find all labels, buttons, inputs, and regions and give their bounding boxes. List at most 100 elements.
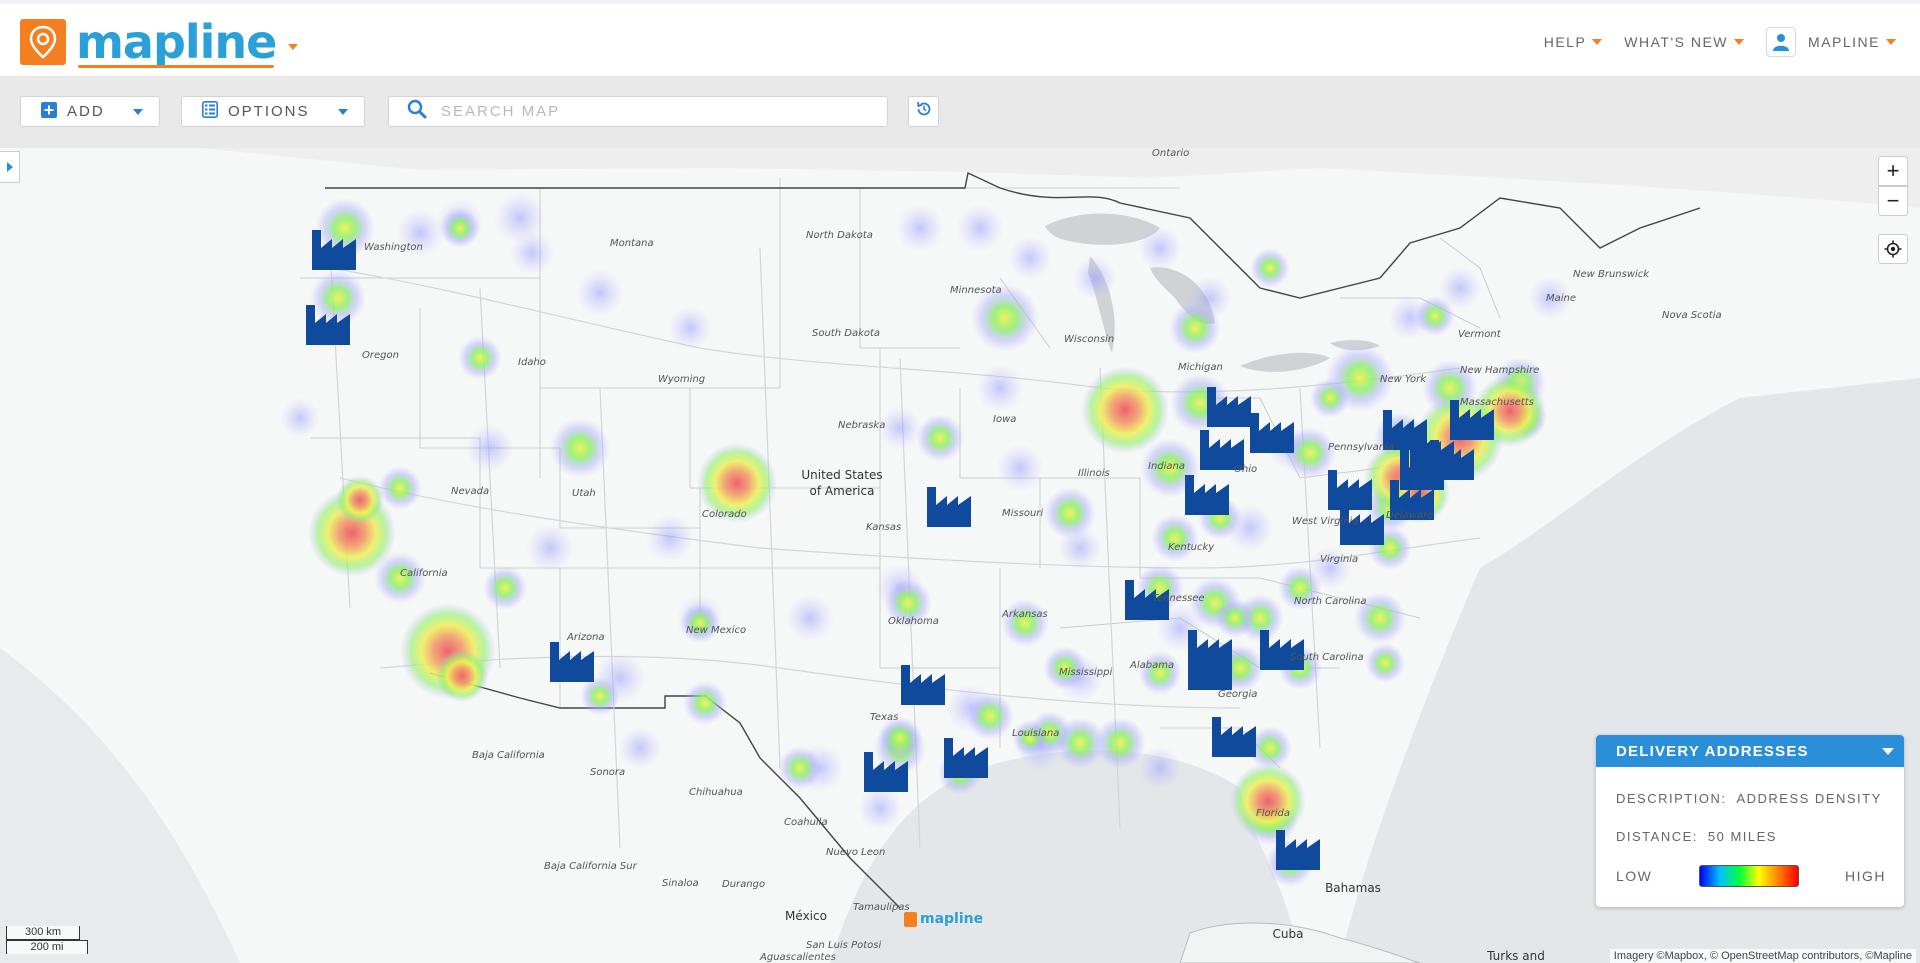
sidebar-toggle-button[interactable] [0, 151, 20, 183]
label-colorado: Colorado [702, 509, 747, 520]
add-button[interactable]: ADD [20, 96, 160, 127]
legend-description-label: DESCRIPTION: [1616, 791, 1727, 806]
label-tennessee: Tennessee [1152, 593, 1205, 604]
label-south-carolina: South Carolina [1290, 652, 1364, 663]
legend-description-row: DESCRIPTION: ADDRESS DENSITY [1616, 791, 1882, 806]
chevron-down-icon[interactable] [1882, 747, 1894, 755]
label-nuevo-leon: Nuevo Leon [826, 847, 885, 858]
legend-header[interactable]: DELIVERY ADDRESSES [1596, 735, 1904, 767]
zoom-in-button[interactable]: + [1878, 156, 1908, 186]
whats-new-label: WHAT'S NEW [1624, 34, 1729, 50]
label-baja-california-sur: Baja California Sur [544, 861, 638, 872]
label-montana: Montana [610, 238, 654, 249]
user-icon [1766, 27, 1797, 57]
label-texas: Texas [870, 712, 898, 723]
search-map-input[interactable] [441, 103, 861, 120]
label-baja-california: Baja California [472, 750, 545, 761]
legend-distance-label: DISTANCE: [1616, 829, 1698, 844]
label-kentucky: Kentucky [1168, 542, 1215, 553]
user-menu-label: MAPLINE [1808, 34, 1880, 50]
zoom-out-button[interactable]: − [1878, 186, 1908, 216]
label-florida: Florida [1256, 808, 1290, 819]
map-scale-bar: 300 km 200 mi [6, 926, 88, 954]
chevron-down-icon [1734, 39, 1745, 45]
label-mexico: México [785, 909, 827, 923]
label-delaware: Delaware [1386, 510, 1433, 521]
label-ohio: Ohio [1234, 464, 1257, 475]
user-menu[interactable]: MAPLINE [1766, 27, 1896, 57]
label-iowa: Iowa [993, 414, 1016, 425]
refresh-icon [915, 100, 933, 123]
label-virginia: Virginia [1320, 554, 1358, 565]
label-missouri: Missouri [1002, 508, 1043, 519]
label-wyoming: Wyoming [658, 374, 705, 385]
label-sonora: Sonora [590, 767, 625, 778]
crosshair-icon [1884, 240, 1902, 258]
label-north-carolina: North Carolina [1294, 596, 1367, 607]
label-california: California [400, 568, 448, 579]
help-menu[interactable]: HELP [1544, 34, 1603, 50]
label-new-hampshire: New Hampshire [1460, 365, 1539, 376]
reset-view-button[interactable] [908, 96, 939, 127]
label-north-dakota: North Dakota [806, 230, 873, 241]
list-options-icon [202, 101, 218, 122]
mapline-watermark: mapline [904, 911, 983, 927]
heatmap-legend-panel: DELIVERY ADDRESSES DESCRIPTION: ADDRESS … [1596, 735, 1904, 907]
logo-pin-icon [904, 911, 917, 927]
label-new-mexico: New Mexico [686, 625, 746, 636]
options-button-label: OPTIONS [228, 103, 310, 120]
label-turks: Turks and [1486, 949, 1545, 963]
legend-color-scale: LOW HIGH [1616, 865, 1886, 887]
label-durango: Durango [722, 879, 765, 890]
label-aguascalientes: Aguascalientes [759, 952, 836, 963]
map-canvas[interactable]: Ontario Washington Montana North Dakota … [0, 148, 1920, 963]
label-arizona: Arizona [566, 632, 605, 643]
top-navigation: HELP WHAT'S NEW MAPLINE [1544, 22, 1896, 62]
chevron-down-icon [1592, 39, 1603, 45]
logo-pin-icon [20, 19, 66, 65]
mapline-logo[interactable]: mapline [20, 18, 299, 68]
map-attribution[interactable]: Imagery ©Mapbox, © OpenStreetMap contrib… [1609, 949, 1916, 963]
label-usa-line1: United States [801, 468, 882, 482]
label-michigan: Michigan [1178, 362, 1223, 373]
legend-distance-value: 50 MILES [1707, 829, 1777, 844]
label-utah: Utah [572, 488, 596, 499]
region-labels: Ontario Washington Montana North Dakota … [362, 148, 1722, 963]
label-idaho: Idaho [518, 357, 546, 368]
watermark-text: mapline [920, 911, 984, 927]
label-nebraska: Nebraska [838, 420, 885, 431]
label-sinaloa: Sinaloa [662, 878, 699, 889]
options-button[interactable]: OPTIONS [181, 96, 365, 127]
label-oregon: Oregon [362, 350, 399, 361]
label-wisconsin: Wisconsin [1064, 334, 1114, 345]
label-alabama: Alabama [1129, 660, 1174, 671]
label-new-brunswick: New Brunswick [1573, 269, 1650, 280]
label-tamaulipas: Tamaulipas [853, 902, 910, 913]
legend-high-label: HIGH [1844, 868, 1886, 884]
logo-caret-icon[interactable] [288, 44, 299, 50]
map-toolbar: ADD OPTIONS [0, 77, 1920, 148]
label-nova-scotia: Nova Scotia [1662, 310, 1722, 321]
label-minnesota: Minnesota [950, 285, 1002, 296]
label-chihuahua: Chihuahua [689, 787, 743, 798]
label-san-luis-potosi: San Luis Potosi [806, 940, 881, 951]
chevron-down-icon [1886, 39, 1896, 45]
locate-me-button[interactable] [1878, 234, 1908, 264]
scale-mi: 200 mi [6, 940, 88, 954]
label-usa-line2: of America [810, 484, 875, 498]
label-pennsylvania: Pennsylvania [1328, 442, 1394, 453]
label-massachusetts: Massachusetts [1460, 397, 1534, 408]
label-washington: Washington [364, 242, 423, 253]
label-georgia: Georgia [1218, 689, 1257, 700]
label-south-dakota: South Dakota [812, 328, 880, 339]
legend-distance-row: DISTANCE: 50 MILES [1616, 829, 1777, 844]
label-oklahoma: Oklahoma [888, 616, 939, 627]
whats-new-menu[interactable]: WHAT'S NEW [1624, 34, 1745, 50]
plus-square-icon [41, 101, 57, 122]
legend-low-label: LOW [1616, 868, 1653, 884]
label-coahuila: Coahuila [784, 817, 828, 828]
label-illinois: Illinois [1078, 468, 1110, 479]
label-bahamas: Bahamas [1325, 881, 1381, 895]
legend-gradient-bar [1698, 865, 1799, 887]
label-louisiana: Louisiana [1012, 728, 1059, 739]
